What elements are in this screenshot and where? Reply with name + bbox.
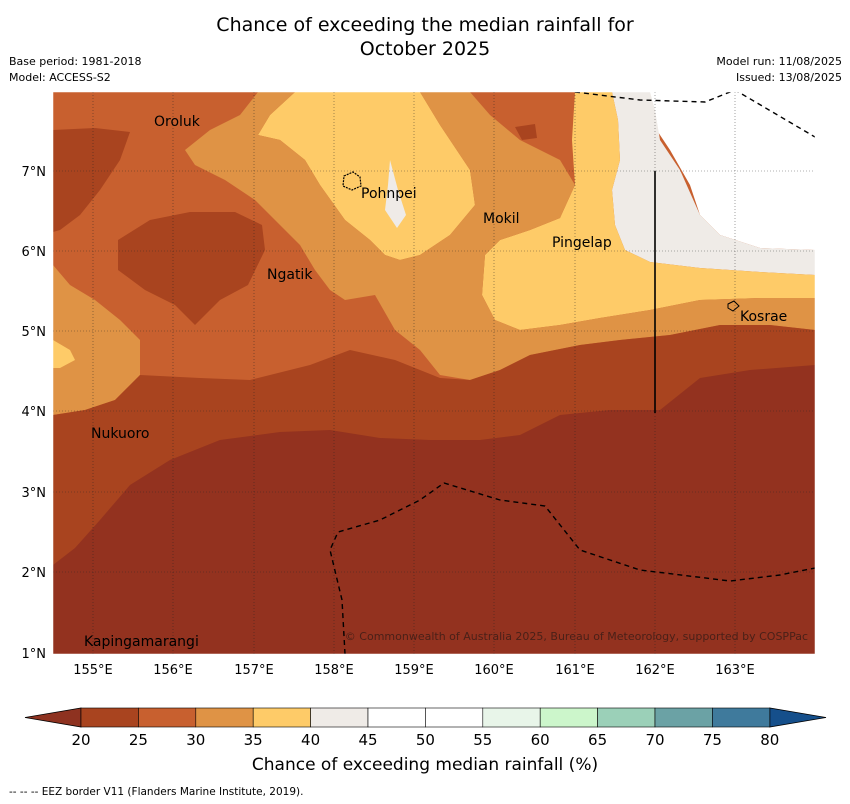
lon-label: 161°E [555,663,595,678]
colorbar-tick-label: 20 [71,731,90,749]
label-kapingamarangi: Kapingamarangi [84,634,199,650]
region-orange-west [53,265,140,415]
model-run-text: Model run: 11/08/2025 [716,55,842,68]
region-deep-south [53,365,815,654]
colorbar-swatch [195,707,254,728]
colorbar-extend-high [769,707,827,728]
model-text: Model: ACCESS-S2 [9,71,111,84]
lon-label: 160°E [474,663,514,678]
kosrae-outline [727,300,740,312]
lat-label: 3°N [22,486,47,501]
lon-label: 158°E [314,663,354,678]
region-offwhite [612,92,815,275]
colorbar-swatch [310,707,369,728]
region-rust-west [53,128,130,232]
label-ngatik: Ngatik [267,267,313,283]
colorbar-tick-label: 75 [703,731,722,749]
label-pingelap: Pingelap [552,235,612,251]
region-yellow-east [482,92,815,330]
colorbar-swatch [597,707,656,728]
colorbar-tick-label: 65 [588,731,607,749]
region-orange-north [185,92,815,380]
lon-label: 162°E [635,663,675,678]
lon-axis: 155°E 156°E 157°E 158°E 159°E 160°E 161°… [73,663,755,678]
graticule [53,92,815,654]
lat-label: 6°N [22,245,47,260]
label-kosrae: Kosrae [740,309,787,325]
region-rust-center [118,212,265,325]
lat-label: 5°N [22,325,47,340]
map-frame [52,91,816,655]
colorbar-tick-label: 80 [760,731,779,749]
title-line-1: Chance of exceeding the median rainfall … [216,14,634,36]
colorbar-tick-label: 30 [186,731,205,749]
colorbar-swatch [712,707,771,728]
colorbar: 20 25 30 35 40 45 50 55 60 65 70 75 80 [24,707,827,749]
label-pohnpei: Pohnpei [361,186,417,202]
label-mokil: Mokil [483,211,520,227]
eez-border [329,92,815,654]
meta-right: Model run: 11/08/2025 Issued: 13/08/2025 [716,54,842,86]
region-rust-small [515,124,537,140]
colorbar-tick-label: 25 [129,731,148,749]
lon-label: 155°E [73,663,113,678]
colorbar-tick-label: 60 [531,731,550,749]
colorbar-tick-label: 35 [244,731,263,749]
footer-legend: -- -- -- EEZ border V11 (Flanders Marine… [9,786,304,798]
colorbar-tick-label: 45 [358,731,377,749]
colorbar-swatch [138,707,197,728]
lat-label: 1°N [22,647,47,662]
label-oroluk: Oroluk [154,114,201,130]
copyright-text: © Commonwealth of Australia 2025, Bureau… [345,630,808,643]
colorbar-extend-low [24,707,82,728]
map-plot-area: Oroluk Pohnpei Mokil Pingelap Ngatik Kos… [53,92,815,654]
meta-left: Base period: 1981-2018 Model: ACCESS-S2 [9,54,141,86]
lat-label: 7°N [22,165,47,180]
map-title: Chance of exceeding the median rainfall … [0,13,850,61]
lon-label: 157°E [234,663,274,678]
colorbar-tick-label: 50 [416,731,435,749]
issued-text: Issued: 13/08/2025 [735,71,842,84]
colorbar-swatch [425,707,484,728]
colorbar-swatch [539,707,598,728]
region-yellow-west [53,340,75,368]
colorbar-swatch [252,707,311,728]
label-nukuoro: Nukuoro [91,426,149,442]
lon-label: 156°E [153,663,193,678]
pohnpei-outline [342,171,362,191]
colorbar-tick-label: 70 [645,731,664,749]
colorbar-tick-label: 55 [473,731,492,749]
place-labels: Oroluk Pohnpei Mokil Pingelap Ngatik Kos… [84,114,787,650]
lat-label: 4°N [22,405,47,420]
lat-axis: 7°N 6°N 5°N 4°N 3°N 2°N 1°N [22,165,47,662]
lat-label: 2°N [22,566,47,581]
colorbar-swatch [367,707,426,728]
colorbar-swatch [482,707,541,728]
region-yellow-north [258,92,475,260]
colorbar-label: Chance of exceeding median rainfall (%) [251,755,599,775]
region-pale-spot [385,160,406,228]
colorbar-swatch [80,707,139,728]
lon-label: 163°E [715,663,755,678]
colorbar-tick-label: 40 [301,731,320,749]
lon-label: 159°E [394,663,434,678]
colorbar-swatch [654,707,713,728]
title-line-2: October 2025 [359,38,491,60]
base-period-text: Base period: 1981-2018 [9,55,142,68]
